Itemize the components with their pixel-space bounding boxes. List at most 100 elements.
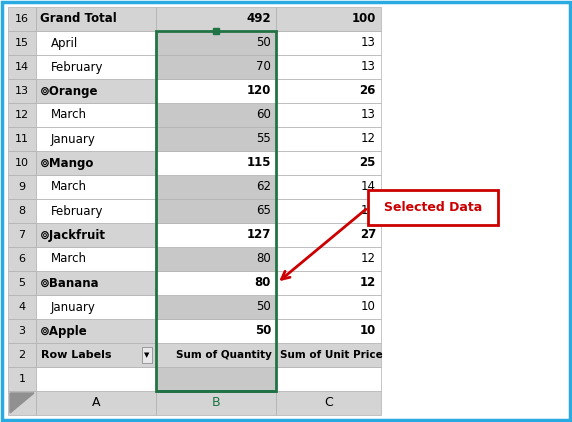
Bar [276,175,381,199]
Text: 120: 120 [247,84,271,97]
Bar [156,391,276,415]
Bar [276,103,381,127]
Bar [276,31,381,55]
Text: 80: 80 [256,252,271,265]
Bar [36,295,156,319]
Bar [36,319,156,343]
Text: 100: 100 [352,13,376,25]
Text: 4: 4 [18,302,26,312]
Bar [276,55,381,79]
Bar [36,271,156,295]
Text: February: February [51,205,104,217]
Text: 2: 2 [18,350,26,360]
Bar [8,127,36,151]
Bar [156,103,276,127]
Text: 127: 127 [247,228,271,241]
Text: A: A [92,397,100,409]
Text: 9: 9 [18,182,26,192]
Text: 13: 13 [361,36,376,49]
Bar [8,295,36,319]
Text: ⊚Apple: ⊚Apple [40,325,88,338]
Text: 27: 27 [360,228,376,241]
Bar [276,271,381,295]
Text: 70: 70 [256,60,271,73]
Bar [8,319,36,343]
Bar [36,31,156,55]
Text: 80: 80 [255,276,271,289]
Text: 60: 60 [256,108,271,122]
Text: 10: 10 [360,325,376,338]
Bar [156,199,276,223]
Bar [36,79,156,103]
Text: 12: 12 [361,252,376,265]
Bar [8,31,36,55]
Text: 7: 7 [18,230,26,240]
Bar [8,55,36,79]
Bar [156,343,276,367]
Bar [156,247,276,271]
Text: 12: 12 [15,110,29,120]
Bar [36,223,156,247]
Text: C: C [324,397,333,409]
Text: Grand Total: Grand Total [40,13,117,25]
Text: Sum of Unit Price: Sum of Unit Price [280,350,383,360]
Text: Sum of Quantity: Sum of Quantity [176,350,272,360]
Bar [8,343,36,367]
Bar [276,319,381,343]
Text: 26: 26 [360,84,376,97]
Bar [8,223,36,247]
Bar [36,7,156,31]
Text: 10: 10 [15,158,29,168]
Text: ⊚Orange: ⊚Orange [40,84,98,97]
Text: 65: 65 [256,205,271,217]
Text: January: January [51,300,96,314]
Text: 492: 492 [247,13,271,25]
Bar [36,55,156,79]
Text: 14: 14 [361,181,376,194]
Bar [276,223,381,247]
Polygon shape [10,393,34,413]
Text: 25: 25 [360,157,376,170]
Text: 12: 12 [360,276,376,289]
Bar [156,175,276,199]
Text: 55: 55 [256,133,271,146]
Bar [276,343,381,367]
Text: March: March [51,181,87,194]
Bar [36,343,156,367]
Text: April: April [51,36,78,49]
Bar [36,151,156,175]
Text: ⊚Mango: ⊚Mango [40,157,94,170]
Bar [276,151,381,175]
Bar [8,247,36,271]
Bar [156,31,276,391]
Bar [276,295,381,319]
Bar [36,127,156,151]
Bar [156,151,276,175]
Bar [36,199,156,223]
Bar [156,271,276,295]
Text: ⊚Jackfruit: ⊚Jackfruit [40,228,106,241]
Text: 14: 14 [15,62,29,72]
Bar [276,391,381,415]
Bar [276,367,381,391]
Bar [156,127,276,151]
Text: B: B [212,397,220,409]
Bar [156,55,276,79]
Bar [36,247,156,271]
Bar [156,367,276,391]
Text: 50: 50 [256,300,271,314]
Text: March: March [51,252,87,265]
Bar [8,175,36,199]
Text: 13: 13 [361,205,376,217]
Text: 1: 1 [18,374,26,384]
Text: 16: 16 [15,14,29,24]
Text: March: March [51,108,87,122]
Bar [156,31,276,55]
Bar [36,103,156,127]
Bar [36,175,156,199]
Text: ⊚Banana: ⊚Banana [40,276,100,289]
Text: 13: 13 [15,86,29,96]
Bar [8,199,36,223]
Bar [36,367,156,391]
Bar [368,190,498,225]
